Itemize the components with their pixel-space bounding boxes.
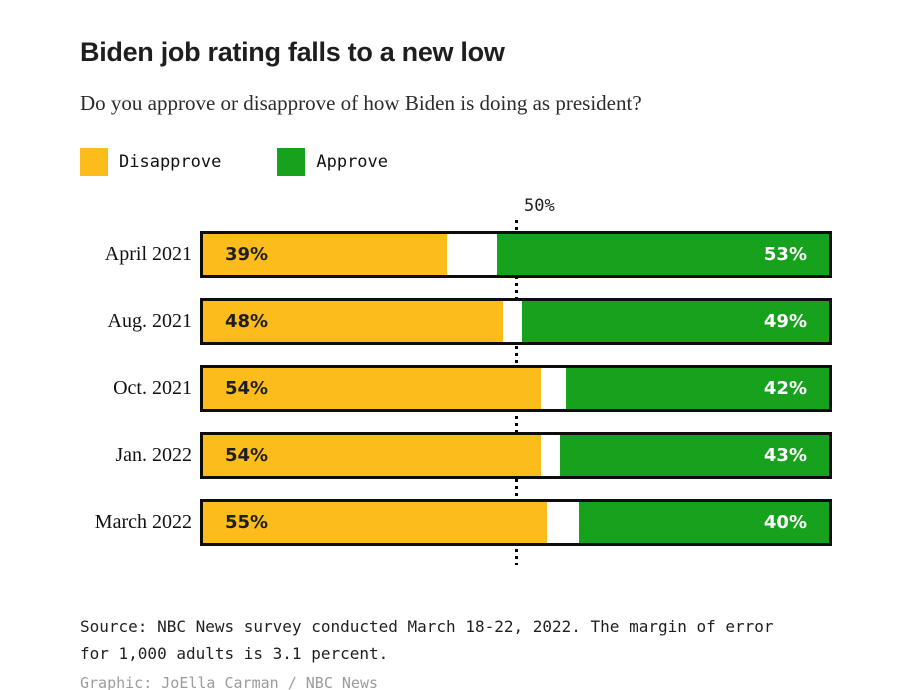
chart-title: Biden job rating falls to a new low — [80, 37, 505, 67]
approve-bar-segment: 42% — [566, 368, 829, 409]
source-note: Source: NBC News survey conducted March … — [80, 613, 838, 667]
approve-bar-segment: 53% — [497, 234, 829, 275]
chart-row: Oct. 2021 54% 42% — [80, 365, 838, 412]
bar-rows: April 2021 39% 53% Aug. 2021 48% 49% Oct. 2021… — [80, 196, 838, 546]
chart-subtitle: Do you approve or disapprove of how Bide… — [80, 91, 642, 115]
legend-label: Approve — [316, 152, 389, 172]
stacked-bar-chart: 50% April 2021 39% 53% Aug. 2021 48% 49% Oct. … — [80, 196, 838, 565]
approve-bar-segment: 40% — [578, 502, 829, 543]
legend-label: Disapprove — [119, 152, 222, 172]
bar-track: 54% 43% — [200, 432, 832, 479]
fifty-percent-tick-label: 50% — [524, 196, 555, 216]
chart-row: Aug. 2021 48% 49% — [80, 298, 838, 345]
approve-bar-segment: 43% — [559, 435, 829, 476]
source-line-2: for 1,000 adults is 3.1 percent. — [80, 644, 389, 663]
row-label: Jan. 2022 — [115, 444, 192, 466]
bar-track: 39% 53% — [200, 231, 832, 278]
legend-swatch — [80, 148, 108, 176]
chart-row: April 2021 39% 53% — [80, 231, 838, 278]
chart-row: March 2022 55% 40% — [80, 499, 838, 546]
legend: Disapprove Approve — [80, 148, 838, 176]
legend-item-disapprove: Disapprove — [80, 148, 221, 176]
disapprove-bar-segment: 54% — [203, 435, 542, 476]
bar-track: 55% 40% — [200, 499, 832, 546]
chart-row: Jan. 2022 54% 43% — [80, 432, 838, 479]
row-label: March 2022 — [94, 511, 192, 533]
row-label: Oct. 2021 — [113, 377, 192, 399]
row-label: April 2021 — [104, 243, 192, 265]
bar-track: 48% 49% — [200, 298, 832, 345]
row-label: Aug. 2021 — [107, 310, 192, 332]
bar-track: 54% 42% — [200, 365, 832, 412]
credit-note: Graphic: JoElla Carman / NBC News — [80, 674, 379, 690]
disapprove-bar-segment: 54% — [203, 368, 542, 409]
disapprove-bar-segment: 48% — [203, 301, 504, 342]
disapprove-bar-segment: 39% — [203, 234, 448, 275]
disapprove-bar-segment: 55% — [203, 502, 548, 543]
legend-swatch — [277, 148, 306, 176]
source-line-1: Source: NBC News survey conducted March … — [80, 617, 774, 636]
legend-item-approve: Approve — [277, 148, 388, 176]
approve-bar-segment: 49% — [522, 301, 829, 342]
